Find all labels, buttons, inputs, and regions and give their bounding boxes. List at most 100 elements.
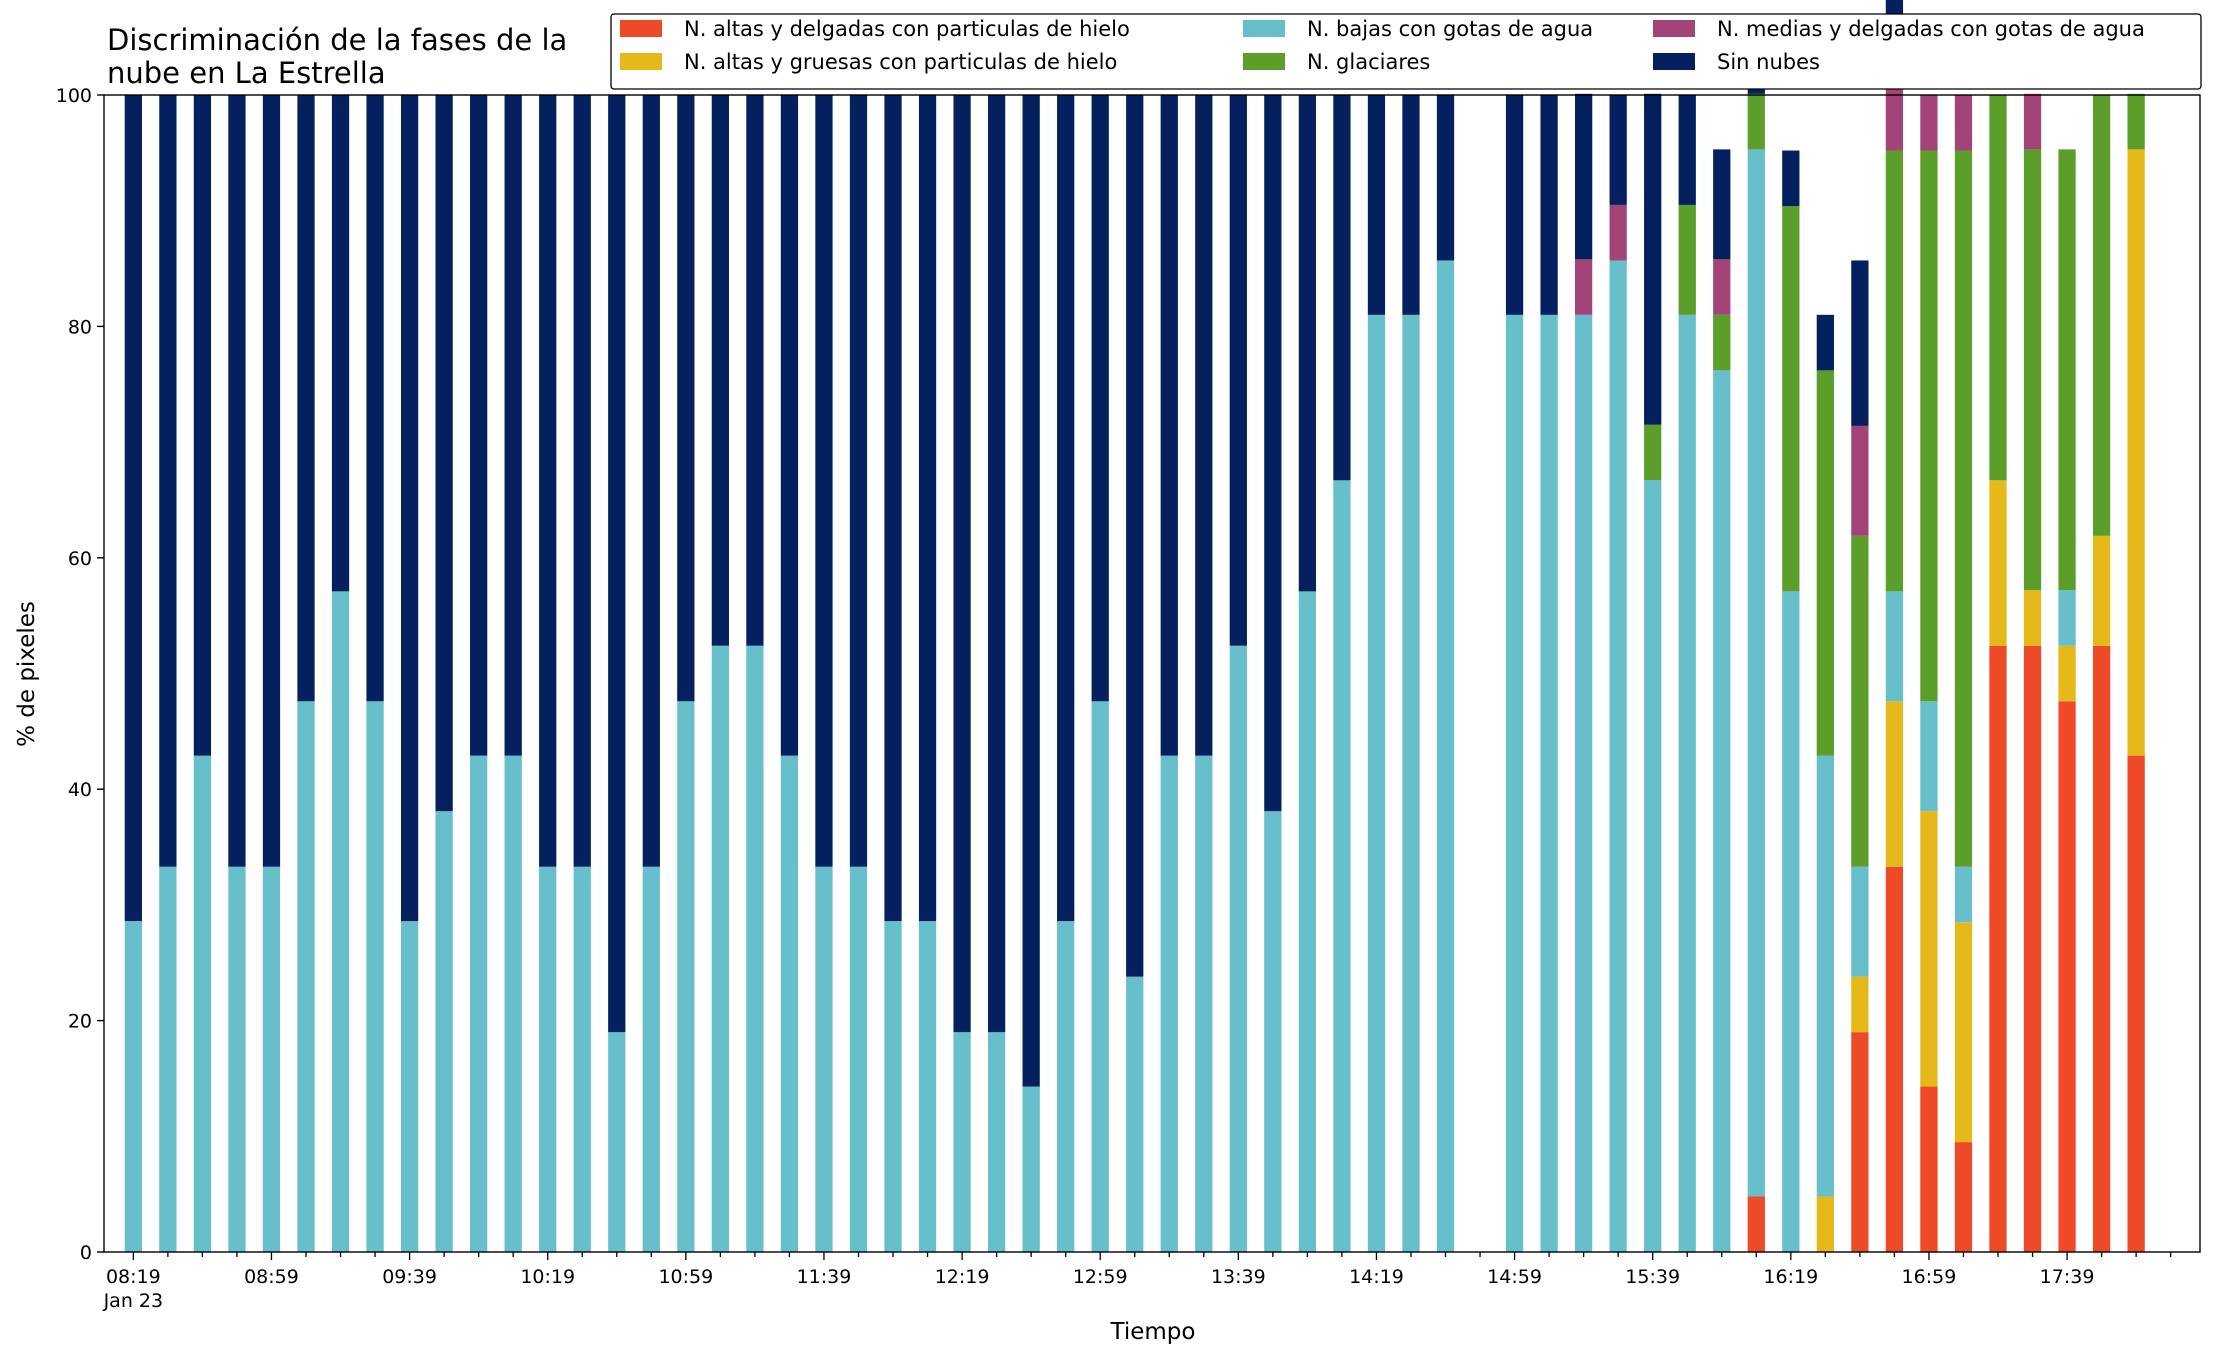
bar-segment (470, 95, 488, 756)
bar-segment (2023, 149, 2042, 591)
legend-swatch (1653, 53, 1695, 70)
bar-segment (331, 95, 350, 592)
legend-swatch (620, 20, 662, 37)
bar-segment (1540, 95, 1558, 315)
bar-segment (2023, 590, 2042, 646)
bar-segment (539, 95, 557, 867)
bar-segment (1885, 591, 1904, 702)
bar-segment (918, 921, 937, 1252)
bar-segment (1851, 1032, 1869, 1252)
bar-segment (573, 866, 591, 1252)
bar-segment (780, 755, 799, 1252)
bar-segment (2058, 149, 2076, 591)
bar-segment (1851, 866, 1869, 977)
bar-segment (400, 95, 419, 922)
bar-segment (1989, 480, 2007, 646)
bar-segment (677, 95, 695, 702)
bar-segment (470, 755, 488, 1252)
bar-segment (1333, 95, 1351, 481)
legend-label: Sin nubes (1717, 50, 1820, 74)
bar-segment (1816, 755, 1834, 1197)
bar-segment (780, 95, 799, 756)
bar-segment (1816, 370, 1834, 756)
bar-segment (2092, 95, 2111, 536)
bar-segment (1713, 259, 1731, 315)
bar-segment (1678, 204, 1696, 315)
bar-segment (1747, 93, 1765, 150)
bar-segment (1574, 314, 1593, 1253)
bar-segment (1091, 95, 1109, 702)
bar-segment (1195, 95, 1213, 756)
bar-segment (1747, 1196, 1765, 1252)
bar-segment (987, 95, 1006, 1033)
x-tick-label: 08:19 (106, 1266, 161, 1288)
bar-segment (1954, 1142, 1973, 1252)
bar-segment (2023, 645, 2042, 1252)
bar-segment (331, 591, 350, 1252)
bar-segment (297, 95, 315, 702)
bar-segment (1920, 811, 1938, 1087)
x-tick-label: 14:59 (1487, 1266, 1542, 1288)
bar-segment (2092, 535, 2111, 646)
bar-segment (366, 701, 384, 1252)
bar-segment (1022, 1086, 1040, 1252)
bar-segment (1678, 314, 1696, 1253)
y-tick-label: 0 (80, 1242, 92, 1264)
legend-label: N. altas y gruesas con particulas de hie… (684, 50, 1117, 74)
x-tick-label: 16:59 (1902, 1266, 1957, 1288)
bar-segment (193, 755, 212, 1252)
bar-segment (1126, 95, 1144, 977)
axes-layer: 0 20 40 60 80 100 08:19 08:59 09:39 10:19 10:59 11:… (56, 85, 2201, 1312)
legend-label: N. bajas con gotas de agua (1307, 17, 1593, 41)
bar-segment (1782, 150, 1800, 207)
legend-swatch (1243, 53, 1285, 70)
bar-segment (2127, 149, 2145, 756)
bar-segment (1954, 922, 1973, 1143)
x-tick-label: 12:59 (1073, 1266, 1128, 1288)
bar-segment (1885, 150, 1904, 592)
bar-segment (953, 1032, 971, 1252)
bar-segment (159, 866, 177, 1252)
legend-swatch (1653, 20, 1695, 37)
bar-segment (815, 866, 833, 1252)
bar-segment (2127, 755, 2145, 1252)
bar-segment (1920, 150, 1938, 702)
y-tick-label: 40 (68, 779, 92, 801)
bar-segment (642, 95, 660, 867)
bar-segment (228, 866, 246, 1252)
bar-segment (815, 95, 833, 867)
bar-segment (884, 921, 902, 1252)
bar-segment (642, 866, 660, 1252)
bar-segment (1920, 1086, 1938, 1252)
bar-segment (504, 755, 522, 1252)
bar-segment (228, 95, 246, 867)
bar-segment (884, 95, 902, 922)
bar-segment (1229, 645, 1247, 1252)
bar-segment (711, 95, 730, 646)
bar-segment (262, 866, 281, 1252)
bar-segment (1574, 93, 1593, 260)
bar-segment (1851, 260, 1869, 426)
bar-segment (1644, 424, 1662, 481)
bar-segment (1609, 95, 1627, 205)
bar-segment (1989, 95, 2007, 481)
bar-segment (1091, 701, 1109, 1252)
legend-swatch (1243, 20, 1285, 37)
bar-segment (1713, 149, 1731, 260)
bar-segment (1954, 866, 1973, 923)
x-tick-label: 09:39 (382, 1266, 437, 1288)
bar-segment (366, 95, 384, 702)
x-tick-label: 10:59 (658, 1266, 713, 1288)
bar-segment (1402, 95, 1420, 315)
bar-segment (124, 921, 142, 1252)
bar-segment (1851, 976, 1869, 1033)
bars-layer (124, 0, 2145, 1253)
bar-segment (2058, 590, 2076, 646)
bar-segment (1298, 95, 1317, 592)
bar-segment (2092, 645, 2111, 1252)
bar-segment (573, 95, 591, 867)
x-axis-label: Tiempo (1110, 1319, 1196, 1345)
bar-segment (1057, 95, 1075, 922)
bar-segment (1505, 314, 1524, 1253)
bar-segment (1264, 95, 1282, 812)
